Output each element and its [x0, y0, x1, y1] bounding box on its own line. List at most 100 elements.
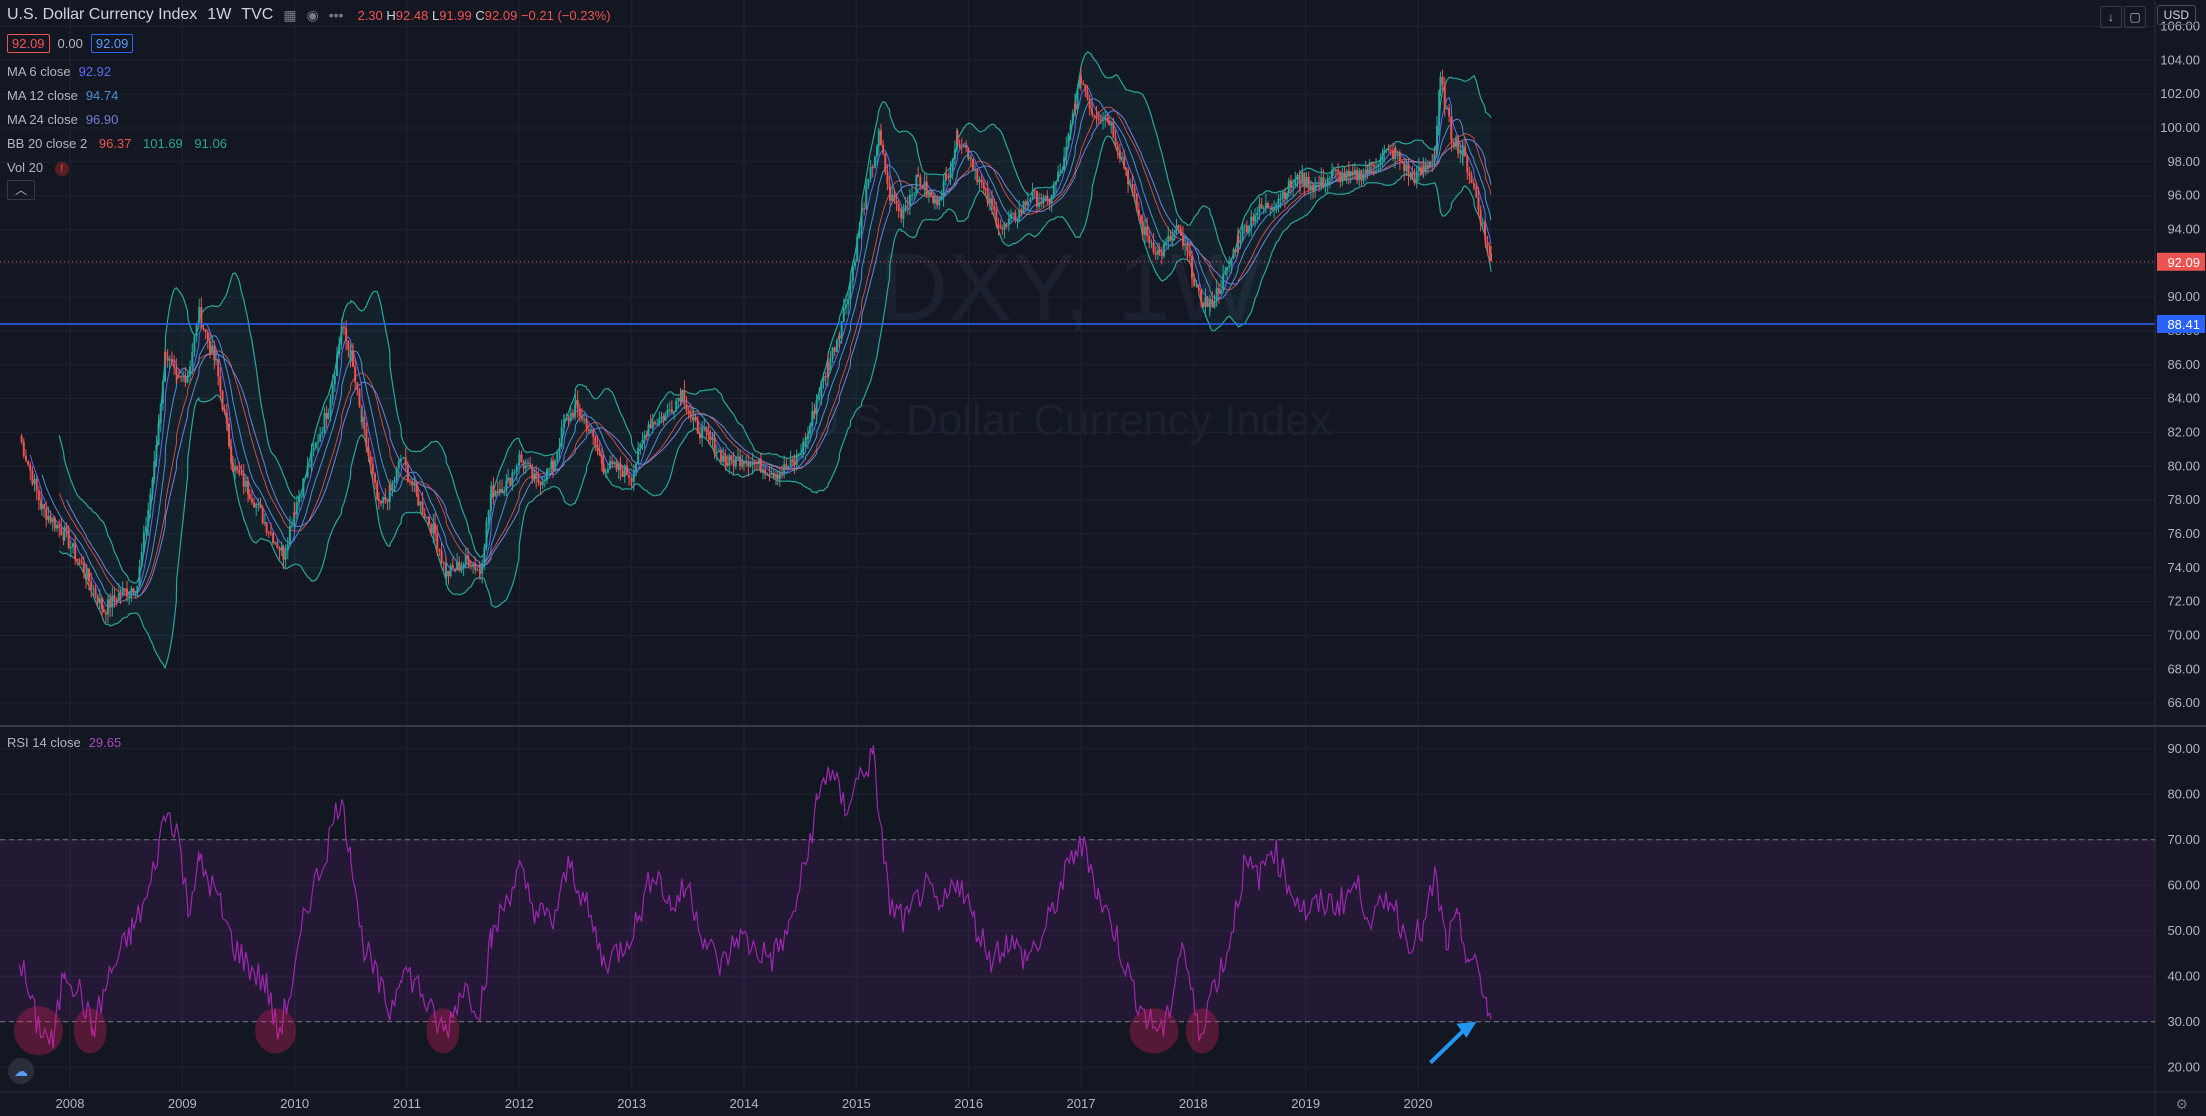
- candle-body: [717, 450, 720, 453]
- candle-body: [117, 593, 120, 602]
- candle-body: [879, 130, 882, 145]
- candle-body: [111, 595, 114, 608]
- candle-body: [1337, 169, 1340, 172]
- candle-body: [793, 461, 796, 466]
- candle-body: [189, 366, 192, 376]
- chart-type-icon[interactable]: ▦: [283, 6, 297, 23]
- candle-body: [291, 525, 294, 527]
- settings-icon[interactable]: ⚙: [2175, 1096, 2188, 1112]
- candle-body: [255, 504, 258, 508]
- candle-body: [651, 422, 654, 429]
- candle-body: [1479, 210, 1482, 224]
- more-icon[interactable]: •••: [328, 7, 344, 23]
- candle-body: [314, 442, 317, 448]
- candle-body: [1050, 195, 1053, 204]
- candle-body: [389, 485, 392, 491]
- price-boxes: 92.09 0.00 92.09: [7, 34, 134, 53]
- price-tick-label: 90.00: [2167, 289, 2200, 304]
- symbol-title[interactable]: U.S. Dollar Currency Index: [7, 6, 198, 23]
- candle-body: [543, 480, 546, 482]
- interval-label[interactable]: 1W: [207, 6, 232, 23]
- candle-body: [1252, 216, 1255, 221]
- candle-body: [936, 198, 939, 206]
- candle-body: [1370, 162, 1373, 165]
- legend-ma12[interactable]: MA 12 close 94.74: [7, 88, 118, 103]
- candle-body: [1443, 84, 1446, 110]
- candle-body: [1018, 209, 1021, 220]
- candle-body: [263, 522, 266, 524]
- legend-rsi[interactable]: RSI 14 close 29.65: [7, 735, 121, 750]
- candle-body: [1411, 172, 1414, 179]
- maximize-icon[interactable]: ▢: [2124, 6, 2146, 28]
- candle-body: [962, 145, 965, 148]
- candle-body: [494, 490, 497, 497]
- candle-body: [191, 352, 194, 367]
- candle-body: [1033, 190, 1036, 192]
- candle-body: [1057, 172, 1060, 182]
- currency-button[interactable]: USD: [2156, 5, 2196, 25]
- candle-body: [1413, 178, 1416, 184]
- candle-body: [677, 397, 680, 401]
- candle-body: [897, 203, 900, 211]
- candle-body: [1322, 177, 1325, 188]
- candle-body: [388, 485, 391, 503]
- bid-box[interactable]: 92.09: [7, 34, 50, 53]
- candle-body: [259, 503, 262, 509]
- download-icon[interactable]: ↓: [2100, 6, 2122, 28]
- candle-body: [153, 461, 156, 480]
- candle-body: [1401, 161, 1404, 163]
- candle-body: [645, 435, 648, 437]
- logo-icon[interactable]: ☁: [8, 1058, 34, 1084]
- candle-body: [140, 552, 143, 567]
- collapse-icon[interactable]: ︿: [7, 180, 35, 200]
- time-tick-label: 2012: [505, 1096, 534, 1111]
- candle-body: [524, 465, 527, 469]
- eye-icon[interactable]: ◉: [306, 6, 319, 23]
- candle-body: [827, 362, 830, 371]
- candle-body: [720, 450, 723, 462]
- candle-body: [1258, 204, 1261, 213]
- candle-body: [425, 517, 428, 519]
- candle-body: [1031, 190, 1034, 199]
- candle-body: [656, 423, 659, 425]
- candle-body: [438, 548, 441, 552]
- candle-body: [1108, 121, 1111, 126]
- ask-box[interactable]: 92.09: [90, 34, 134, 53]
- candle-body: [666, 410, 669, 415]
- candle-body: [293, 511, 296, 526]
- legend-bb[interactable]: BB 20 close 2 96.37 101.69 91.06: [7, 136, 227, 151]
- legend-ma6[interactable]: MA 6 close 92.92: [7, 64, 111, 79]
- rsi-tick-label: 20.00: [2167, 1059, 2200, 1074]
- candle-body: [445, 570, 448, 578]
- candle-body: [726, 462, 729, 466]
- candle-body: [1076, 88, 1079, 110]
- candle-body: [758, 458, 761, 464]
- candle-body: [518, 454, 521, 463]
- candle-body: [1351, 171, 1354, 175]
- legend-ma24[interactable]: MA 24 close 96.90: [7, 112, 118, 127]
- candle-body: [1356, 169, 1359, 181]
- candle-body: [668, 409, 671, 411]
- candle-body: [722, 455, 725, 462]
- candle-body: [92, 588, 95, 590]
- candle-body: [492, 485, 495, 497]
- legend-vol[interactable]: Vol 20 !: [7, 160, 69, 176]
- candle-body: [225, 412, 228, 424]
- candle-body: [272, 533, 275, 544]
- candle-body: [182, 375, 185, 377]
- candle-body: [1014, 212, 1017, 221]
- candle-body: [1450, 139, 1453, 143]
- candle-body: [340, 332, 343, 345]
- candle-body: [670, 409, 673, 413]
- price-tick-label: 106.00: [2160, 18, 2200, 33]
- candle-body: [490, 485, 493, 494]
- candle-body: [1292, 185, 1295, 188]
- candle-body: [1165, 241, 1168, 244]
- warning-icon[interactable]: !: [54, 162, 69, 176]
- price-tick-label: 84.00: [2167, 391, 2200, 406]
- candle-body: [679, 397, 682, 402]
- bollinger-basis: [58, 106, 1492, 599]
- candle-body: [1226, 267, 1229, 271]
- candle-body: [520, 454, 523, 462]
